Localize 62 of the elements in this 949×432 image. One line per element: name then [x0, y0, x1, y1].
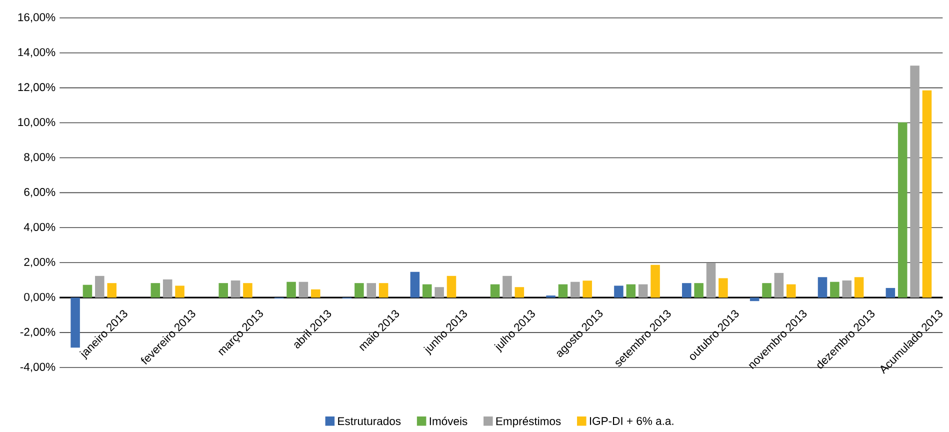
- bar: [842, 280, 852, 298]
- y-tick-label: 10,00%: [18, 118, 56, 128]
- bar: [162, 279, 172, 298]
- bar: [434, 287, 444, 298]
- bar: [750, 298, 760, 302]
- bar: [378, 283, 388, 298]
- bar: [230, 280, 240, 298]
- bar: [410, 272, 420, 298]
- bar: [286, 282, 296, 298]
- y-tick-label: 4,00%: [24, 222, 56, 232]
- bar: [786, 284, 796, 298]
- bar: [626, 284, 636, 298]
- bar: [718, 278, 728, 298]
- bar: [70, 298, 80, 348]
- bar: [366, 283, 376, 298]
- bar: [582, 280, 592, 298]
- bar: [638, 284, 648, 298]
- bar: [762, 283, 772, 298]
- bar: [682, 283, 692, 298]
- bar: [107, 283, 116, 298]
- y-tick-label: 12,00%: [18, 83, 56, 92]
- y-tick-label: 0,00%: [24, 292, 56, 302]
- legend-label: IGP-DI + 6% a.a.: [590, 416, 674, 425]
- bar: [490, 284, 500, 298]
- bar: [218, 283, 228, 298]
- bar: [243, 283, 252, 298]
- bar: [706, 263, 716, 298]
- bar: [694, 283, 704, 298]
- bar: [502, 276, 512, 298]
- bar: [514, 287, 524, 298]
- legend-label: Empréstimos: [496, 416, 561, 428]
- legend-label: Imóveis: [430, 416, 468, 426]
- y-tick-label: 14,00%: [18, 48, 56, 58]
- y-tick-label: 8,00%: [24, 153, 56, 162]
- bar: [910, 66, 920, 298]
- bar: [446, 276, 456, 298]
- bar: [886, 288, 896, 298]
- bar: [830, 282, 840, 298]
- y-tick-label: 6,00%: [24, 188, 56, 198]
- bar: [898, 122, 908, 298]
- bar: [854, 277, 864, 298]
- y-tick-label: -2,00%: [20, 328, 56, 338]
- bar: [95, 276, 104, 298]
- legend-label: Estruturados: [338, 416, 401, 426]
- bar: [922, 90, 932, 298]
- y-tick-label: 2,00%: [24, 258, 56, 268]
- bar: [614, 286, 624, 298]
- bar: [175, 286, 184, 298]
- bar: [422, 284, 432, 298]
- bar: [650, 264, 660, 298]
- bar: [298, 282, 308, 298]
- y-tick-label: 16,00%: [18, 13, 56, 22]
- bar: [570, 282, 580, 298]
- y-tick-label: -4,00%: [20, 362, 56, 372]
- bar: [150, 283, 160, 298]
- bar: [818, 277, 828, 298]
- bar: [310, 289, 320, 298]
- bar: [558, 284, 568, 298]
- bar: [354, 283, 364, 298]
- bar: [546, 295, 556, 298]
- bar: [82, 284, 92, 298]
- bar: [774, 272, 784, 298]
